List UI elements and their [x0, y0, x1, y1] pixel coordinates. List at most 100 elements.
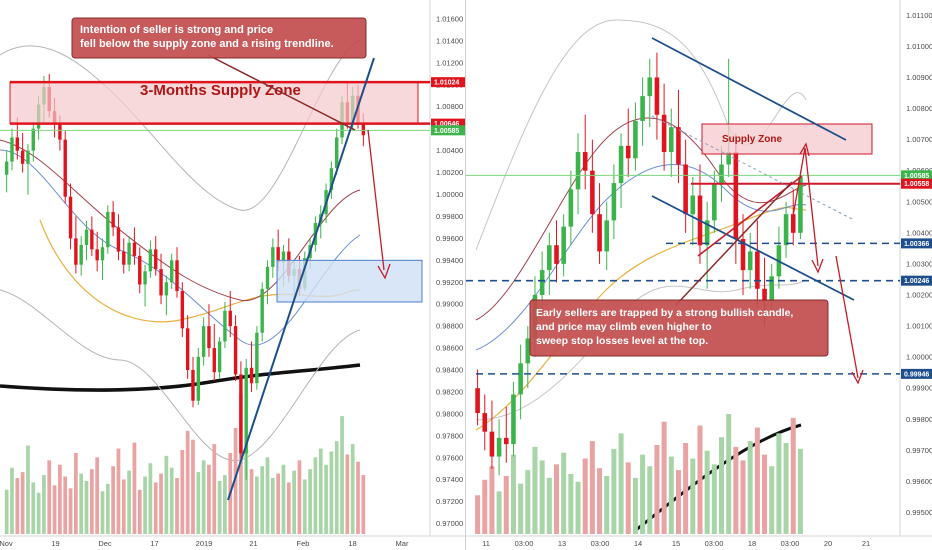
left-candle-body: [111, 212, 115, 228]
left-volume-bar: [249, 469, 254, 534]
left-candle-body: [180, 291, 185, 329]
left-candle-body: [138, 255, 142, 285]
left-volume-bar: [89, 469, 94, 534]
left-y-tick-label: 1.01200: [436, 58, 463, 67]
left-candle-body: [10, 137, 14, 162]
left-candle-body: [26, 150, 30, 164]
right-x-tick-label: 03:00: [515, 539, 534, 548]
right-volume-bar: [496, 491, 502, 534]
left-candle-body: [31, 128, 35, 151]
right-x-tick-label: 18: [748, 539, 756, 548]
left-candle-body: [217, 341, 222, 373]
right-volume-bar: [668, 456, 674, 534]
left-candle-body: [271, 247, 275, 267]
right-volume-bar: [776, 433, 782, 534]
right-volume-bar: [510, 454, 516, 534]
right-price-tag-label: 1.00585: [904, 173, 929, 180]
left-x-tick-label: 18: [348, 539, 356, 548]
right-volume-bar: [654, 444, 660, 534]
right-candle-body: [661, 114, 667, 153]
left-volume-bar: [233, 427, 238, 534]
left-volume-bar: [286, 482, 291, 534]
left-candle-body: [329, 168, 334, 191]
right-chart-svg[interactable]: 1.011001.010001.009001.008001.007001.006…: [466, 0, 932, 550]
left-y-tick-label: 0.99200: [436, 278, 463, 287]
right-callout-text-line: Early sellers are trapped by a strong bu…: [536, 307, 793, 319]
left-volume-bar: [340, 416, 344, 534]
channel-lower-line: [651, 195, 855, 301]
left-volume-bar: [169, 467, 174, 534]
left-chart-svg[interactable]: 1.016001.014001.012001.010001.008001.006…: [0, 0, 466, 550]
left-price-axis-bg: [430, 0, 465, 550]
right-price-tag-label: 1.00558: [904, 181, 929, 188]
right-candle-body: [625, 145, 631, 159]
left-candle-body: [223, 310, 227, 342]
left-y-tick-label: 0.99600: [436, 234, 463, 243]
left-volume-bar: [121, 479, 126, 534]
left-candle-body: [175, 260, 179, 292]
right-chart-panel[interactable]: 1.011001.010001.009001.008001.007001.006…: [466, 0, 932, 550]
left-candle-body: [84, 229, 89, 245]
right-volume-bar: [675, 470, 681, 534]
right-x-tick-label: 03:00: [705, 539, 724, 548]
left-volume-bar: [270, 478, 275, 534]
right-candle-body: [568, 189, 574, 227]
right-candle-body: [575, 152, 581, 190]
right-volume-bar: [582, 458, 588, 534]
left-chart-panel[interactable]: 1.016001.014001.012001.010001.008001.006…: [0, 0, 466, 550]
callout-pointer: [207, 54, 356, 131]
right-price-tag-bg: [901, 275, 932, 286]
left-volume-bar: [265, 457, 270, 534]
right-y-tick-label: 1.01100: [906, 11, 932, 20]
left-candle-body: [249, 367, 254, 384]
right-candle-body: [475, 388, 480, 414]
right-x-tick-label: 03:00: [781, 539, 800, 548]
left-volume-bar: [350, 444, 355, 534]
left-candle-body: [100, 247, 105, 261]
right-candle-body: [740, 239, 746, 271]
left-candle-body: [68, 196, 73, 239]
left-candle-body: [74, 238, 78, 265]
right-candle-body: [790, 214, 796, 233]
left-price-tag-bg: [431, 118, 465, 129]
left-y-tick-label: 0.97200: [436, 497, 463, 506]
left-candle-body: [335, 137, 339, 169]
right-candle-body: [640, 96, 645, 121]
left-price-tag-label: 1.00585: [434, 128, 459, 135]
left-volume-bar: [100, 491, 105, 534]
left-candle-body: [361, 124, 366, 136]
right-volume-bar: [589, 441, 595, 534]
left-volume-bar: [111, 466, 115, 534]
right-candle-body: [597, 214, 602, 252]
left-volume-bar: [153, 482, 158, 534]
right-supply-zone-label: Supply Zone: [722, 134, 782, 145]
left-volume-bar: [105, 483, 110, 534]
left-candle-body: [127, 242, 131, 265]
right-volume-bar: [482, 479, 488, 534]
target-zone-box: [276, 259, 423, 303]
right-volume-bar: [546, 477, 552, 534]
right-candle-body: [511, 394, 516, 445]
right-volume-bar: [575, 481, 581, 534]
left-volume-bar: [302, 479, 307, 534]
right-volume-bar: [553, 464, 560, 534]
left-volume-bar: [308, 469, 312, 534]
left-price-tag-label: 1.01024: [434, 80, 459, 87]
right-candle-body: [712, 183, 717, 221]
right-callout-box: [529, 299, 829, 357]
right-y-tick-label: 1.00100: [906, 322, 932, 331]
down-arrow-head-1: [811, 258, 824, 274]
right-x-tick-label: 20: [824, 539, 832, 548]
right-volume-bar: [475, 495, 481, 534]
right-x-tick-label: 11: [482, 539, 490, 548]
right-volume-bar: [489, 466, 495, 534]
left-volume-bar: [255, 476, 259, 534]
right-volume-bar: [640, 454, 646, 534]
left-volume-bar: [159, 473, 163, 534]
right-volume-bar: [726, 414, 732, 534]
left-volume-bar: [292, 470, 296, 534]
right-volume-bar: [783, 443, 789, 534]
right-volume-bar: [568, 474, 574, 534]
left-y-tick-label: 1.00800: [436, 102, 463, 111]
left-volume-bar: [74, 452, 78, 534]
